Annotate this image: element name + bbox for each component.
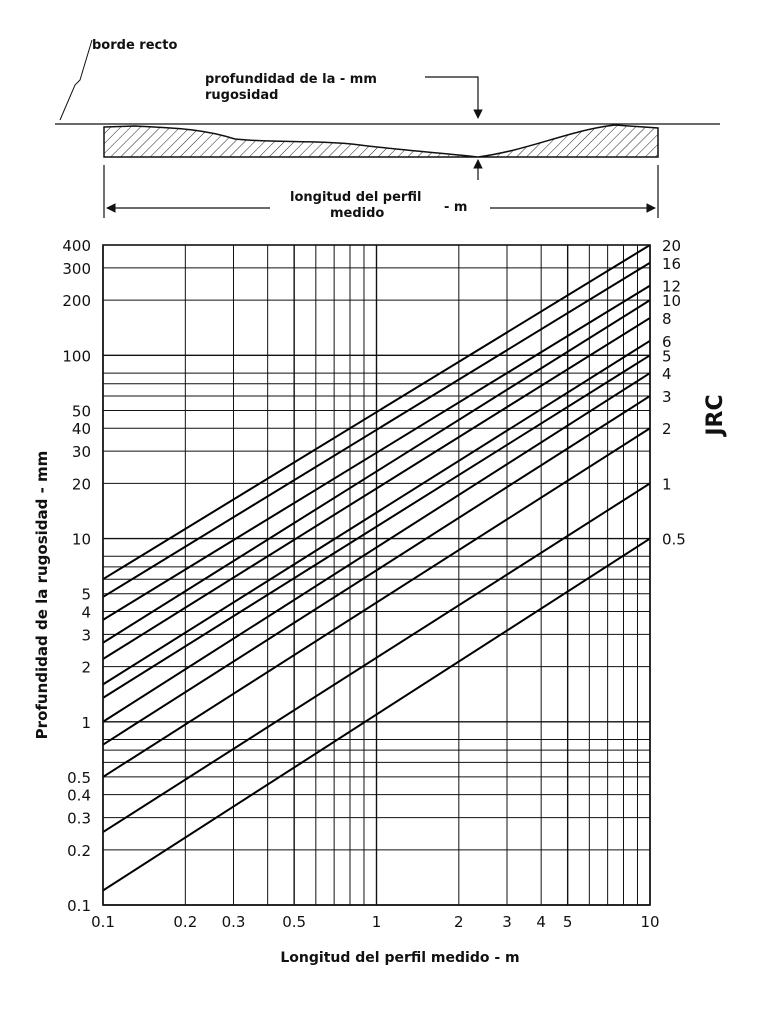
y-tick-label: 200 (62, 292, 91, 310)
straight-edge-label: borde recto (92, 38, 177, 53)
straight-edge-leader-line (59, 39, 93, 121)
jrc-label: 1 (662, 475, 672, 493)
y-tick-label: 30 (72, 443, 91, 461)
jrc-label: 8 (662, 310, 672, 328)
jrc-label: 6 (662, 333, 672, 351)
jrc-label: 16 (662, 255, 681, 273)
jrc-label: 12 (662, 278, 681, 296)
jrc-line-6 (102, 339, 651, 686)
jrc-line-20 (102, 244, 651, 581)
y-axis-title: Profundidad de la rugosidad - mm (33, 451, 51, 740)
jrc-label: 10 (662, 292, 681, 310)
x-tick-label: 4 (536, 913, 546, 931)
y-tick-label: 300 (62, 260, 91, 278)
y-tick-label: 1 (81, 714, 91, 732)
jrc-label: 5 (662, 347, 672, 365)
y-tick-label: 0.3 (67, 810, 91, 828)
y-tick-label: 100 (62, 347, 91, 365)
x-tick-label: 2 (454, 913, 464, 931)
y-tick-label: 400 (62, 237, 91, 255)
depth-label-line1: profundidad de la - mm (205, 72, 377, 87)
profile-schematic: borde recto profundidad de la - mm rugos… (55, 38, 720, 221)
rock-profile-hatched (103, 124, 659, 158)
length-label-line1: longitud del perfil (290, 190, 421, 205)
y-tick-label: 0.4 (67, 787, 91, 805)
x-axis-title: Longitud del perfil medido - m (280, 950, 519, 966)
length-label-line2: medido (330, 206, 384, 221)
jrc-line-10 (102, 299, 651, 644)
y-tick-label: 0.1 (67, 897, 91, 915)
jrc-chart: 0.1 0.2 0.3 0.5 1 2 3 4 5 10 0.10.20.30.40.512345… (33, 237, 728, 966)
jrc-label: 2 (662, 420, 672, 438)
y-tick-label: 50 (72, 402, 91, 420)
x-tick-label: 10 (640, 913, 659, 931)
x-tick-label: 5 (563, 913, 573, 931)
y-gridlines (103, 244, 650, 906)
y-tick-label: 0.2 (67, 842, 91, 860)
x-tick-label: 1 (372, 913, 382, 931)
x-tick-label: 3 (502, 913, 512, 931)
jrc-label: 4 (662, 365, 672, 383)
y-tick-label: 4 (81, 603, 91, 621)
jrc-line-16 (102, 261, 651, 598)
jrc-axis-title: JRC (703, 394, 728, 437)
length-unit-label: - m (444, 200, 467, 215)
y-tick-label: 40 (72, 420, 91, 438)
jrc-line-12 (102, 284, 651, 621)
x-tick-labels: 0.1 0.2 0.3 0.5 1 2 3 4 5 10 (91, 913, 659, 931)
y-tick-label: 10 (72, 531, 91, 549)
jrc-line-1 (102, 482, 651, 833)
x-tick-label: 0.2 (173, 913, 197, 931)
jrc-line-3 (102, 395, 651, 746)
jrc-line-4 (102, 372, 651, 723)
jrc-label: 0.5 (662, 531, 686, 549)
jrc-line-5 (102, 354, 651, 699)
jrc-label: 3 (662, 388, 672, 406)
plot-frame (102, 244, 651, 906)
jrc-line-2 (102, 427, 651, 778)
jrc-line-0.5 (102, 537, 651, 892)
y-tick-label: 20 (72, 475, 91, 493)
jrc-label: 20 (662, 237, 681, 255)
depth-label-line2: rugosidad (205, 88, 278, 103)
jrc-series-lines (102, 244, 651, 892)
jrc-line-8 (102, 317, 651, 660)
y-tick-label: 2 (81, 659, 91, 677)
y-tick-label: 0.5 (67, 769, 91, 787)
x-tick-label: 0.5 (282, 913, 306, 931)
depth-leader-line (425, 76, 483, 119)
y-tick-label: 3 (81, 626, 91, 644)
x-tick-label: 0.1 (91, 913, 115, 931)
x-gridlines (102, 245, 651, 905)
y-tick-label: 5 (81, 586, 91, 604)
x-tick-label: 0.3 (222, 913, 246, 931)
